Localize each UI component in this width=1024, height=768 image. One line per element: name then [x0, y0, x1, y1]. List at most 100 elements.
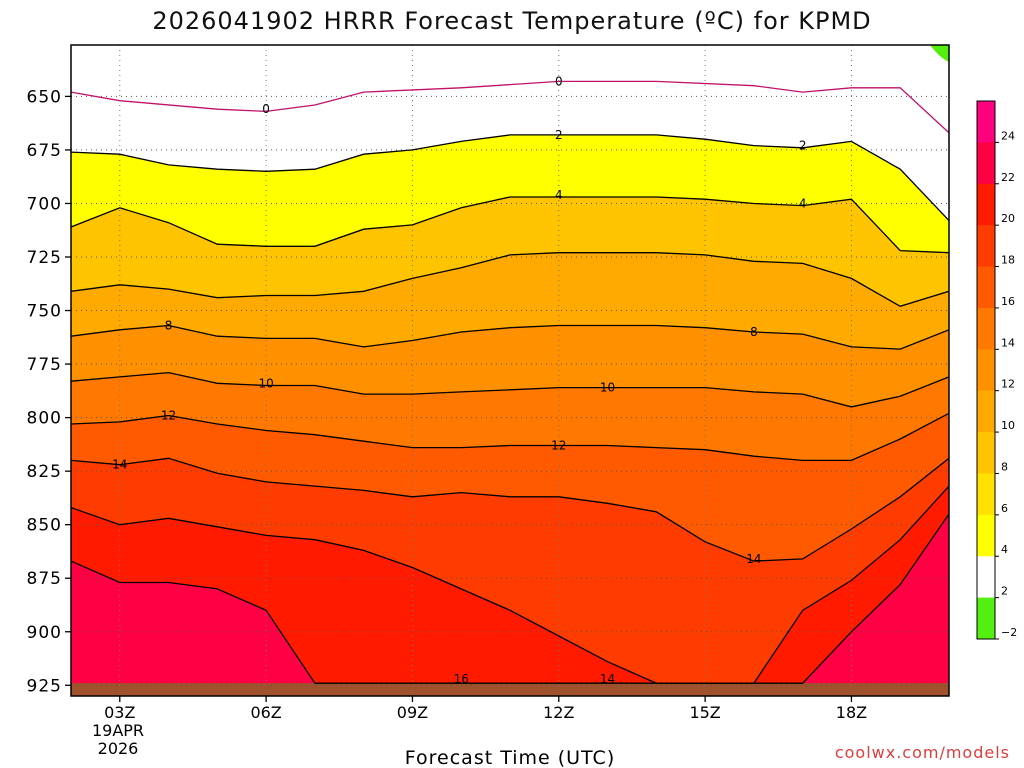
y-tick-label: 675 [27, 141, 62, 161]
contour-label-text: 0 [555, 74, 563, 88]
gridlines [71, 45, 949, 696]
contour-label-text: 0 [262, 102, 270, 116]
credit-text: coolwx.com/models [835, 743, 1010, 762]
band-below-minus2 [930, 45, 949, 62]
contour-label-3: 2 [799, 139, 807, 153]
colorbar-frame [976, 100, 996, 640]
colorbar-segment [977, 514, 995, 557]
plot-frame [70, 44, 950, 697]
contour-label-text: 14 [600, 672, 615, 686]
contour-label-4: 4 [555, 188, 563, 202]
contour-label-text: 14 [746, 552, 761, 566]
contour-label-1: 0 [555, 74, 563, 88]
colorbar-tick-label: −2 [1001, 626, 1017, 639]
contour-line-6 [71, 252, 949, 308]
colorbar-tick-label: 14 [1001, 336, 1015, 349]
contour-label-11: 12 [551, 438, 566, 452]
x-sublabel-year: 2026 [98, 739, 139, 758]
y-tick-label: 700 [27, 194, 62, 214]
contour-line-12 [71, 412, 949, 462]
contour-line-16 [71, 485, 949, 684]
colorbar-tick-label: 16 [1001, 295, 1015, 308]
x-tick-label: 09Z [397, 703, 428, 722]
y-tick-label: 875 [27, 569, 62, 589]
colorbar-tick-label: 18 [1001, 254, 1015, 267]
colorbar-segment [977, 390, 995, 433]
x-tick-label: 03Z [104, 703, 135, 722]
colorbar-segment [977, 266, 995, 309]
colorbar-segment [977, 142, 995, 185]
colorbar-segment [977, 183, 995, 226]
y-tick-label: 925 [27, 676, 62, 696]
band-fill-16 [71, 486, 949, 696]
x-axis: 03Z 06Z 09Z 12Z 15Z 18Z [104, 696, 867, 722]
colorbar-segment [977, 225, 995, 268]
contour-label-text: 8 [165, 319, 173, 333]
colorbar-segment [977, 432, 995, 474]
x-sublabel-month: 19APR [92, 721, 144, 740]
contour-label-text: 12 [551, 438, 566, 452]
contour-fills [71, 45, 949, 696]
contour-lines [71, 80, 949, 684]
contour-label-12: 14 [112, 458, 127, 472]
ground-fill [71, 683, 949, 696]
x-tick-label: 06Z [250, 703, 281, 722]
y-tick-label: 900 [27, 623, 62, 643]
chart-title: 2026041902 HRRR Forecast Temperature (ºC… [152, 7, 871, 35]
colorbar-tick-label: 10 [1001, 419, 1015, 432]
contour-line-10 [71, 371, 949, 408]
colorbar-segment [977, 556, 995, 599]
y-tick-label: 725 [27, 248, 62, 268]
colorbar-segment [977, 597, 995, 640]
band-fill-18 [71, 514, 949, 696]
contour-label-6: 8 [165, 319, 173, 333]
colorbar-tick-label: 4 [1001, 543, 1008, 556]
contour-label-text: 10 [258, 376, 273, 390]
x-axis-label: Forecast Time (UTC) [405, 747, 615, 768]
contour-label-10: 12 [161, 408, 176, 422]
contour-line-8 [71, 324, 949, 350]
y-axis: 650 675 700 725 750 775 800 825 850 875 900 925 [27, 87, 71, 696]
contour-label-2: 2 [555, 128, 563, 142]
colorbar-segment [977, 307, 995, 350]
x-tick-label: 15Z [689, 703, 720, 722]
contour-line-18 [71, 513, 949, 684]
contour-label-8: 10 [258, 376, 273, 390]
colorbar-tick-label: 8 [1001, 460, 1008, 473]
contour-label-7: 8 [750, 325, 758, 339]
contour-label-text: 4 [555, 188, 563, 202]
contour-label-15: 14 [600, 672, 615, 686]
colorbar-segment [977, 101, 995, 143]
contour-label-text: 4 [799, 196, 807, 210]
colorbar-tick-label: 12 [1001, 378, 1015, 391]
contour-label-text: 2 [799, 139, 807, 153]
y-tick-label: 650 [27, 87, 62, 107]
colorbar-tick-label: 6 [1001, 502, 1008, 515]
colorbar-tick-label: 20 [1001, 212, 1015, 225]
contour-line-0 [71, 80, 949, 134]
contour-line-2 [71, 134, 949, 222]
contour-label-text: 12 [161, 408, 176, 422]
colorbar: 24 22 20 18 16 14 12 10 8 6 4 2 −2 [976, 100, 1017, 640]
y-tick-label: 775 [27, 355, 62, 375]
contour-label-14: 16 [454, 672, 469, 686]
x-tick-label: 18Z [836, 703, 867, 722]
x-tick-label: 12Z [543, 703, 574, 722]
colorbar-tick-label: 24 [1001, 129, 1015, 142]
contour-label-9: 10 [600, 381, 615, 395]
colorbar-segment [977, 349, 995, 392]
y-tick-label: 800 [27, 409, 62, 429]
y-tick-label: 825 [27, 462, 62, 482]
contour-label-0: 0 [262, 102, 270, 116]
contour-label-text: 16 [454, 672, 469, 686]
contour-label-text: 14 [112, 458, 127, 472]
colorbar-segment [977, 473, 995, 516]
contour-line-14 [71, 457, 949, 562]
ground-layer [71, 683, 949, 696]
contour-label-text: 10 [600, 381, 615, 395]
contour-label-13: 14 [746, 552, 761, 566]
contour-label-text: 2 [555, 128, 563, 142]
colorbar-tick-label: 22 [1001, 171, 1015, 184]
contour-label-text: 8 [750, 325, 758, 339]
